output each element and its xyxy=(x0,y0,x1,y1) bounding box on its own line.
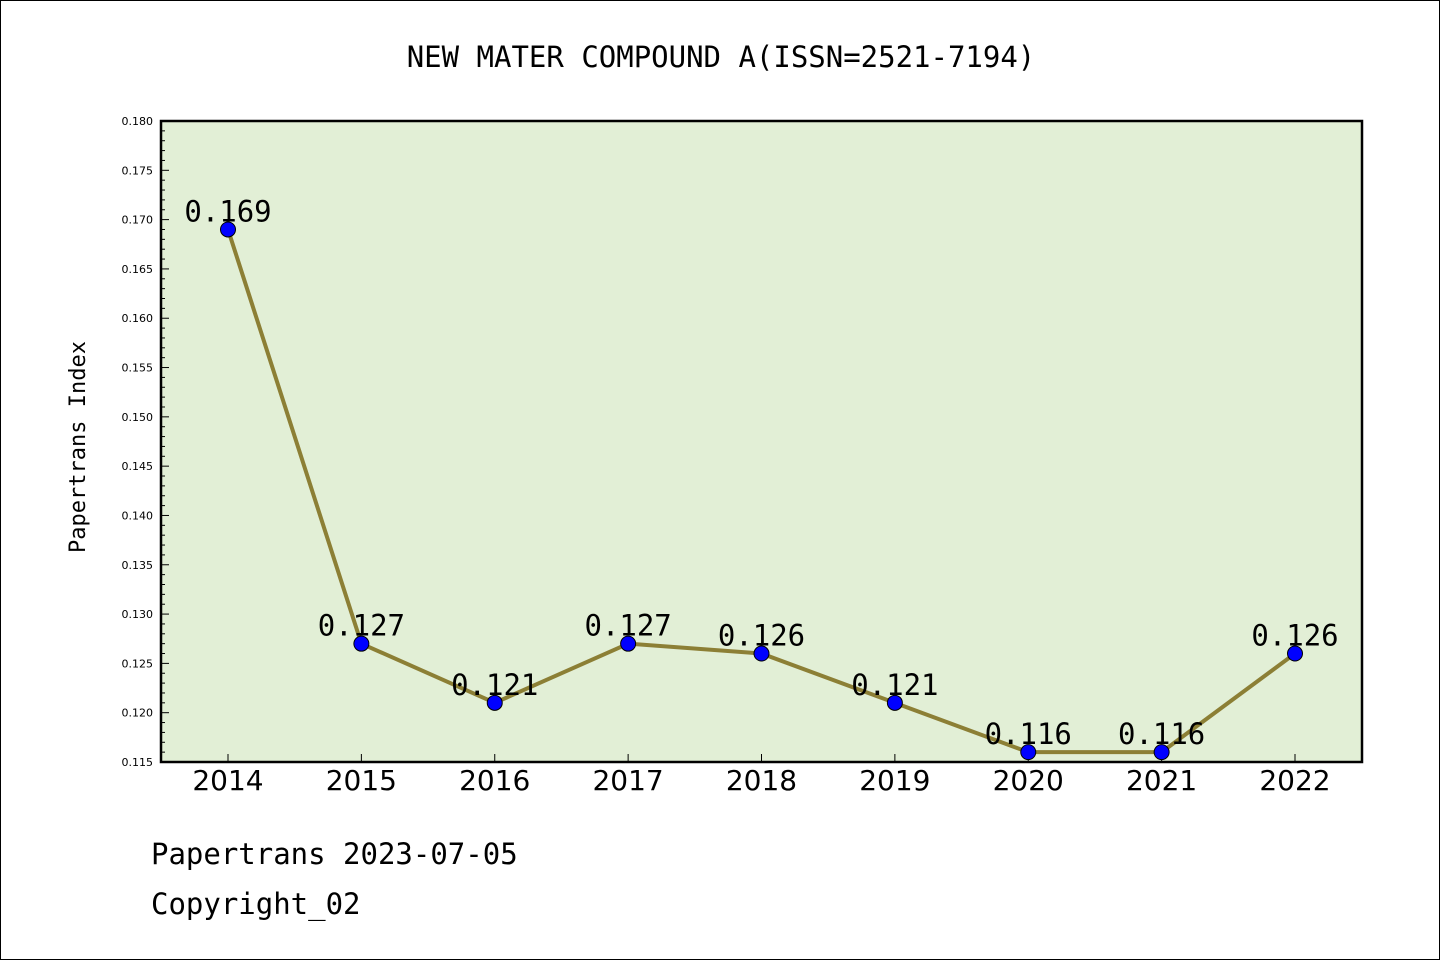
x-tick-label: 2016 xyxy=(459,764,530,797)
y-tick-label: 0.115 xyxy=(122,756,154,769)
chart-title: NEW MATER COMPOUND A(ISSN=2521-7194) xyxy=(407,40,1036,74)
data-label: 0.126 xyxy=(1251,619,1338,653)
data-point xyxy=(886,694,903,711)
y-tick-label: 0.125 xyxy=(122,657,154,670)
data-point xyxy=(486,694,503,711)
data-labels: 0.169 0.127 0.121 0.127 0.126 0.121 0.116 0.116… xyxy=(184,194,1338,751)
y-tick-label: 0.175 xyxy=(122,164,154,177)
data-label: 0.116 xyxy=(1118,717,1205,751)
y-axis-label: Papertrans Index xyxy=(66,341,91,553)
data-point xyxy=(1287,645,1303,662)
data-label: 0.121 xyxy=(451,668,538,702)
plot-area xyxy=(161,121,1362,762)
data-point xyxy=(1020,744,1037,761)
y-tick-label: 0.135 xyxy=(122,559,154,572)
x-tick-label: 2014 xyxy=(192,764,263,797)
footer-date-line: Papertrans 2023-07-05 xyxy=(151,837,518,871)
x-tick-label: 2019 xyxy=(859,764,930,797)
y-tick-label: 0.140 xyxy=(122,509,154,522)
y-tick-label: 0.160 xyxy=(122,312,154,325)
y-tick-label: 0.170 xyxy=(122,214,154,227)
footer-copyright-line: Copyright_02 xyxy=(151,887,361,921)
data-points xyxy=(220,221,1303,761)
data-label: 0.121 xyxy=(851,668,938,702)
y-tick-label: 0.145 xyxy=(122,460,154,473)
x-tick-label: 2018 xyxy=(726,764,797,797)
y-tick-label: 0.155 xyxy=(122,362,154,375)
data-point xyxy=(353,635,370,652)
x-axis: 2014 2015 2016 2017 2018 2019 2020 2021 2022 xyxy=(192,754,1331,797)
data-label: 0.127 xyxy=(318,609,405,643)
plot-border xyxy=(159,119,1364,764)
y-tick-label: 0.180 xyxy=(122,115,154,128)
data-label: 0.169 xyxy=(184,194,271,228)
y-tick-label: 0.130 xyxy=(122,608,154,621)
data-point xyxy=(753,645,770,662)
x-tick-label: 2015 xyxy=(326,764,397,797)
y-tick-label: 0.150 xyxy=(122,411,154,424)
x-tick-label: 2021 xyxy=(1126,764,1197,797)
y-axis: 0.115 0.120 0.125 0.130 0.135 0.140 0.145 0.150… xyxy=(122,115,169,769)
data-label: 0.126 xyxy=(718,619,805,653)
x-tick-label: 2020 xyxy=(993,764,1064,797)
x-tick-label: 2022 xyxy=(1259,764,1330,797)
data-point xyxy=(1153,744,1170,761)
y-tick-label: 0.120 xyxy=(122,707,154,720)
data-point xyxy=(220,221,236,238)
y-tick-label: 0.165 xyxy=(122,263,154,276)
data-point xyxy=(620,635,637,652)
data-label: 0.116 xyxy=(985,717,1072,751)
data-label: 0.127 xyxy=(584,609,671,643)
x-tick-label: 2017 xyxy=(592,764,663,797)
